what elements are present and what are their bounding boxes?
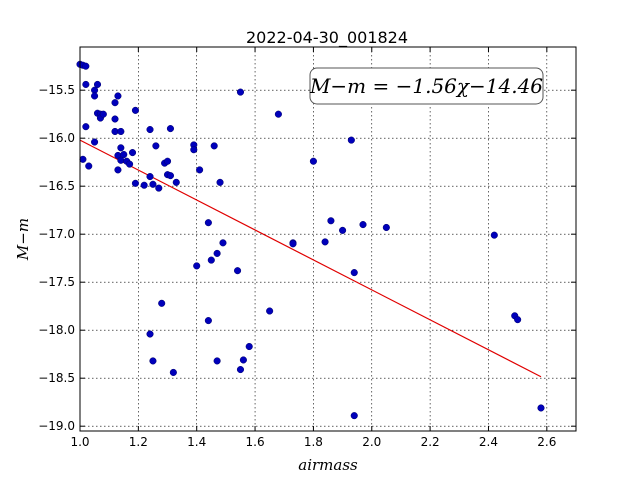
data-points: [76, 60, 545, 420]
data-point: [204, 317, 212, 325]
ticks: [79, 47, 576, 431]
data-point: [166, 125, 174, 133]
data-point: [146, 126, 154, 134]
data-point: [309, 157, 317, 165]
x-tick-label: 1.0: [70, 435, 89, 449]
data-point: [213, 249, 221, 257]
plot-area: [76, 46, 577, 432]
plot-border: [79, 46, 577, 432]
data-point: [146, 330, 154, 338]
x-tick-label: 1.6: [246, 435, 265, 449]
y-tick-label: −15.5: [38, 83, 75, 97]
x-tick-label: 2.0: [362, 435, 381, 449]
x-tick-label: 2.6: [537, 435, 556, 449]
data-point: [172, 178, 180, 186]
y-tick-label: −16.5: [38, 179, 75, 193]
data-point: [289, 240, 297, 248]
data-point: [126, 160, 134, 168]
data-point: [85, 162, 93, 170]
x-tick-label: 2.2: [421, 435, 440, 449]
data-point: [350, 412, 358, 420]
x-tick-label: 2.4: [479, 435, 498, 449]
data-point: [274, 110, 282, 118]
annotation-box: [309, 67, 544, 105]
data-point: [82, 123, 90, 131]
data-point: [158, 299, 166, 307]
data-point: [190, 146, 198, 154]
data-point: [149, 357, 157, 365]
fit-annotation: M−m = −1.56χ−14.46: [309, 67, 544, 105]
data-point: [327, 217, 335, 225]
x-axis-label: airmass: [298, 456, 358, 474]
fit-line: [79, 139, 542, 378]
y-tick-label: −17.0: [38, 227, 75, 241]
data-point: [169, 368, 177, 376]
data-point: [111, 99, 119, 107]
data-point: [490, 231, 498, 239]
data-point: [210, 142, 218, 150]
data-point: [82, 80, 90, 88]
data-point: [155, 184, 163, 192]
data-point: [245, 342, 253, 351]
plot-frame: [80, 47, 576, 431]
data-point: [114, 166, 122, 174]
y-tick-label: −19.0: [38, 419, 75, 433]
data-point: [152, 142, 160, 150]
data-point: [193, 262, 201, 270]
y-tick-label: −16.0: [38, 131, 75, 145]
x-tick-label: 1.2: [129, 435, 148, 449]
data-point: [146, 173, 154, 181]
data-point: [114, 92, 122, 100]
data-point: [131, 106, 139, 114]
data-point: [266, 307, 274, 315]
data-point: [91, 92, 99, 100]
y-tick-label: −18.5: [38, 371, 75, 385]
data-point: [204, 219, 212, 227]
data-point: [216, 178, 224, 186]
data-point: [234, 267, 242, 275]
data-point: [91, 138, 99, 146]
data-point: [111, 115, 119, 123]
x-tick-label: 1.4: [187, 435, 206, 449]
y-tick-label: −17.5: [38, 275, 75, 289]
data-point: [347, 136, 355, 144]
data-point: [99, 110, 107, 118]
data-point: [140, 181, 148, 189]
data-point: [163, 157, 172, 165]
data-point: [117, 127, 125, 136]
data-point: [149, 180, 157, 188]
data-point: [196, 166, 204, 174]
data-point: [321, 238, 329, 246]
data-point: [128, 149, 137, 157]
data-point: [166, 172, 174, 180]
data-point: [236, 88, 245, 96]
data-point: [79, 155, 87, 163]
x-tick-label: 1.8: [304, 435, 323, 449]
data-point: [359, 221, 367, 229]
data-point: [239, 356, 247, 364]
data-point: [120, 150, 128, 159]
y-axis-label: M−m: [14, 218, 32, 261]
data-point: [537, 404, 545, 412]
y-tick-label: −18.0: [38, 323, 75, 337]
data-point: [514, 316, 522, 324]
data-point: [207, 256, 215, 264]
data-point: [213, 357, 221, 365]
y-tick-labels: −15.5 −16.0 −16.5 −17.0 −17.5 −18.0 −18.5 −19.0: [38, 83, 75, 433]
annotation-text: M−m = −1.56χ−14.46: [309, 74, 543, 98]
data-point: [350, 269, 358, 277]
data-point: [339, 226, 347, 234]
data-point: [219, 239, 227, 247]
data-point: [236, 366, 245, 374]
data-point: [117, 144, 125, 152]
data-point: [93, 80, 102, 88]
data-point: [382, 223, 390, 232]
data-point: [82, 62, 90, 70]
x-tick-labels: 1.0 1.2 1.4 1.6 1.8 2.0 2.2 2.4 2.6: [70, 435, 556, 449]
data-point: [131, 179, 139, 187]
chart-title: 2022-04-30_001824: [246, 28, 408, 48]
